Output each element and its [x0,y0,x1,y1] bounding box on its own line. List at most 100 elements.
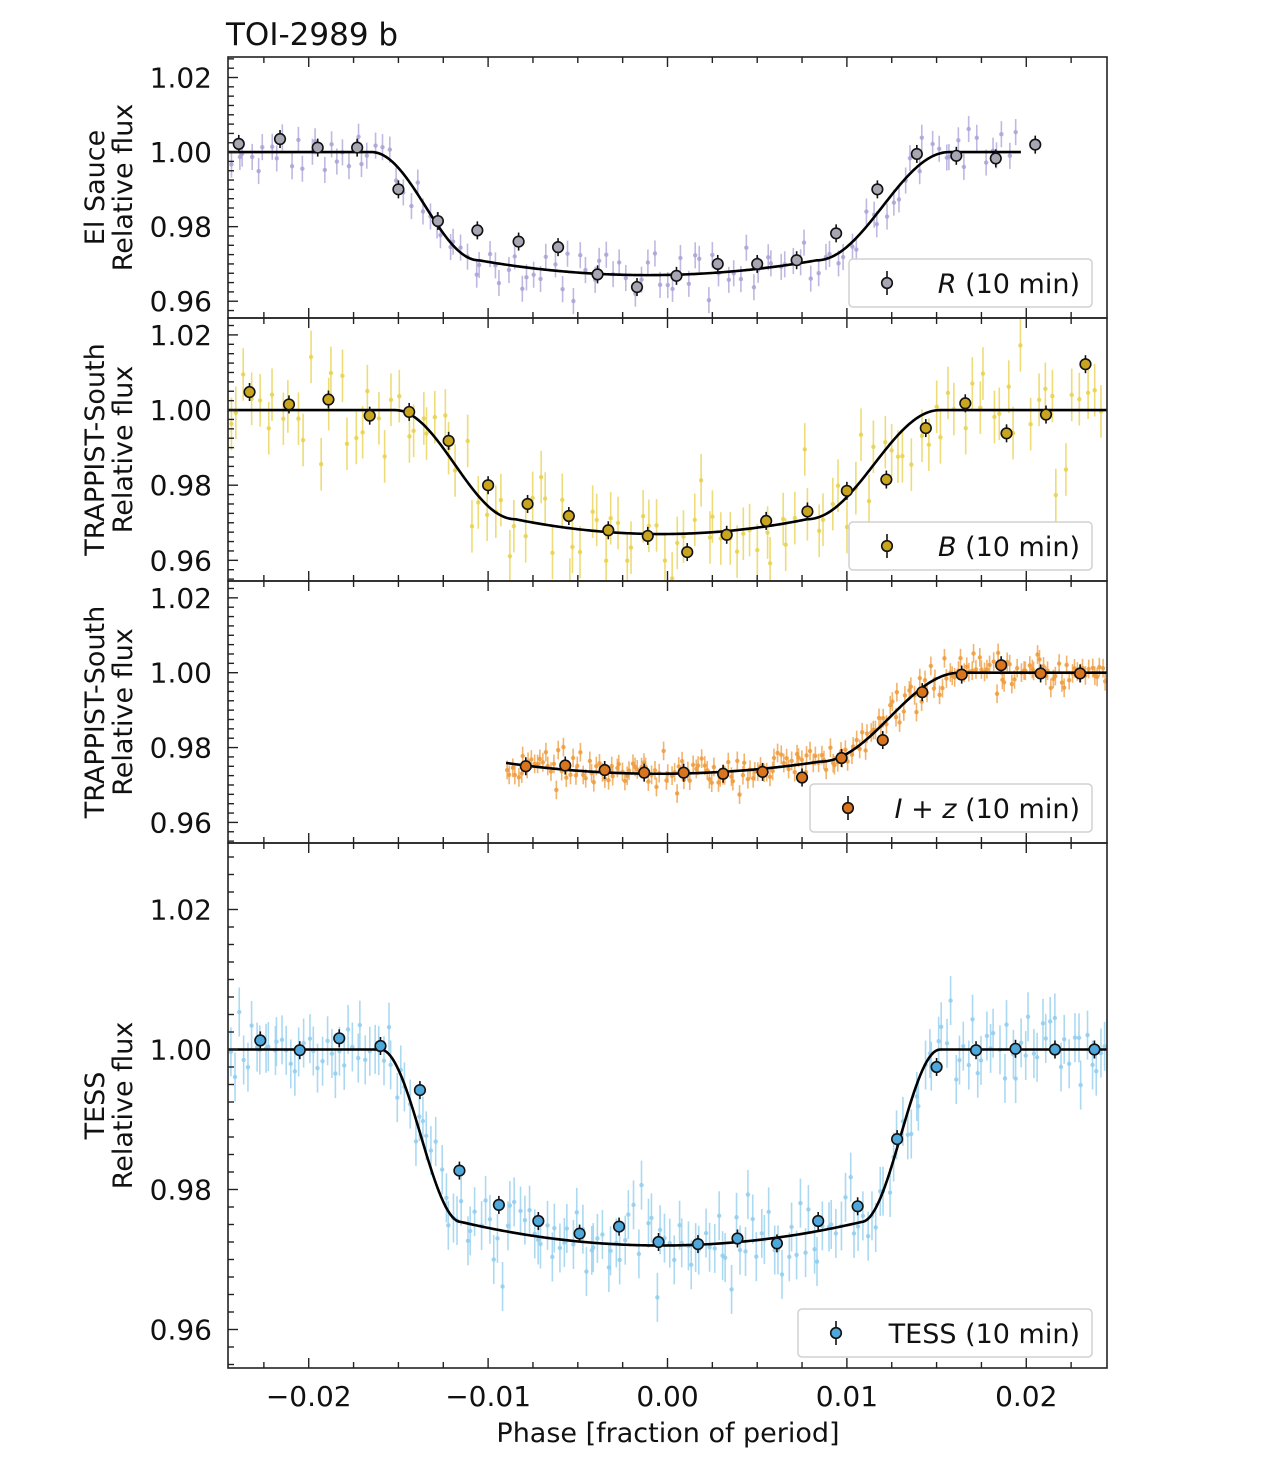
unbinned-point [780,516,786,522]
unbinned-point [520,286,525,291]
unbinned-point [472,1209,477,1214]
unbinned-point [500,1284,505,1289]
binned-point [830,227,843,240]
unbinned-point [944,676,949,681]
unbinned-point [794,1252,799,1258]
unbinned-point [340,373,345,379]
unbinned-point [961,1043,966,1049]
unbinned-point [964,664,969,669]
unbinned-point [742,760,747,765]
unbinned-point [506,267,512,273]
unbinned-point [808,276,813,281]
unbinned-point [608,516,613,521]
unbinned-point [995,650,1001,656]
unbinned-point [690,762,696,768]
unbinned-point [902,693,908,698]
legend-marker [829,1326,843,1340]
unbinned-point [381,1058,387,1063]
unbinned-point [961,164,967,170]
unbinned-point [395,1095,400,1100]
legend-label: R (10 min) [938,269,1080,300]
unbinned-point [928,663,934,669]
unbinned-point [796,755,801,760]
unbinned-point [421,416,427,421]
legend-marker [880,276,894,290]
unbinned-point [812,1247,817,1252]
unbinned-point [909,1131,914,1137]
model-curve-4 [228,1048,1107,1247]
unbinned-point [578,253,583,258]
binned-point [1029,138,1042,151]
unbinned-point [469,524,475,529]
unbinned-point [1077,396,1082,402]
unbinned-point [444,1195,449,1201]
unbinned-point [655,1295,660,1300]
unbinned-point [745,777,751,782]
unbinned-point [893,715,899,720]
binned-point [652,1235,665,1249]
binned-point [950,149,963,162]
binned-point [756,765,769,778]
binned-point [916,686,929,699]
unbinned-point [1028,421,1033,427]
unbinned-point [734,1215,739,1220]
unbinned-point [616,260,622,265]
binned-point [681,545,694,559]
unbinned-point [687,778,692,783]
unbinned-point [1063,467,1069,472]
unbinned-point [984,1033,990,1039]
binned-point [559,759,572,772]
y-tick-label: 0.98 [150,211,212,244]
binned-point [562,509,575,523]
unbinned-point [540,760,546,765]
binned-point [322,393,335,406]
unbinned-point [428,1148,434,1153]
unbinned-point [930,141,935,147]
unbinned-point [917,675,923,681]
unbinned-point [640,514,646,519]
unbinned-point [476,262,482,268]
unbinned-point [256,168,261,174]
unbinned-point [661,748,666,754]
unbinned-point [916,1103,921,1109]
unbinned-point [707,777,712,782]
y-label-line1: TRAPPIST-South [80,606,111,820]
unbinned-point [328,370,334,376]
unbinned-point [945,390,951,396]
unbinned-point [433,1139,438,1144]
unbinned-point [512,772,518,778]
unbinned-points-4 [228,976,1107,1322]
unbinned-point [506,772,512,778]
unbinned-point [669,576,675,581]
unbinned-point [595,1236,600,1241]
binned-point [403,405,416,419]
unbinned-point [697,256,702,262]
unbinned-point [781,760,786,766]
y-tick-label: 0.96 [150,285,212,318]
unbinned-point [751,285,757,290]
unbinned-point [745,1192,751,1197]
y-tick-label: 0.96 [150,806,212,839]
unbinned-point [1102,679,1107,684]
unbinned-point [359,161,364,167]
unbinned-point [645,260,651,265]
unbinned-point [792,515,798,521]
unbinned-point [591,780,596,785]
unbinned-point [917,169,922,174]
unbinned-point [844,524,850,530]
unbinned-point [552,1225,557,1231]
unbinned-point [571,298,576,304]
unbinned-point [530,495,535,501]
unbinned-point [1048,685,1054,691]
model-curve-1 [228,150,1021,277]
unbinned-point [983,160,989,165]
legend-box [848,521,1093,571]
unbinned-point [887,1190,893,1195]
x-axis-label: Phase [fraction of period] [496,1418,839,1449]
unbinned-point [980,371,986,376]
unbinned-point [289,164,295,169]
unbinned-point [560,497,565,503]
unbinned-point [938,435,943,440]
unbinned-point [1009,681,1015,687]
